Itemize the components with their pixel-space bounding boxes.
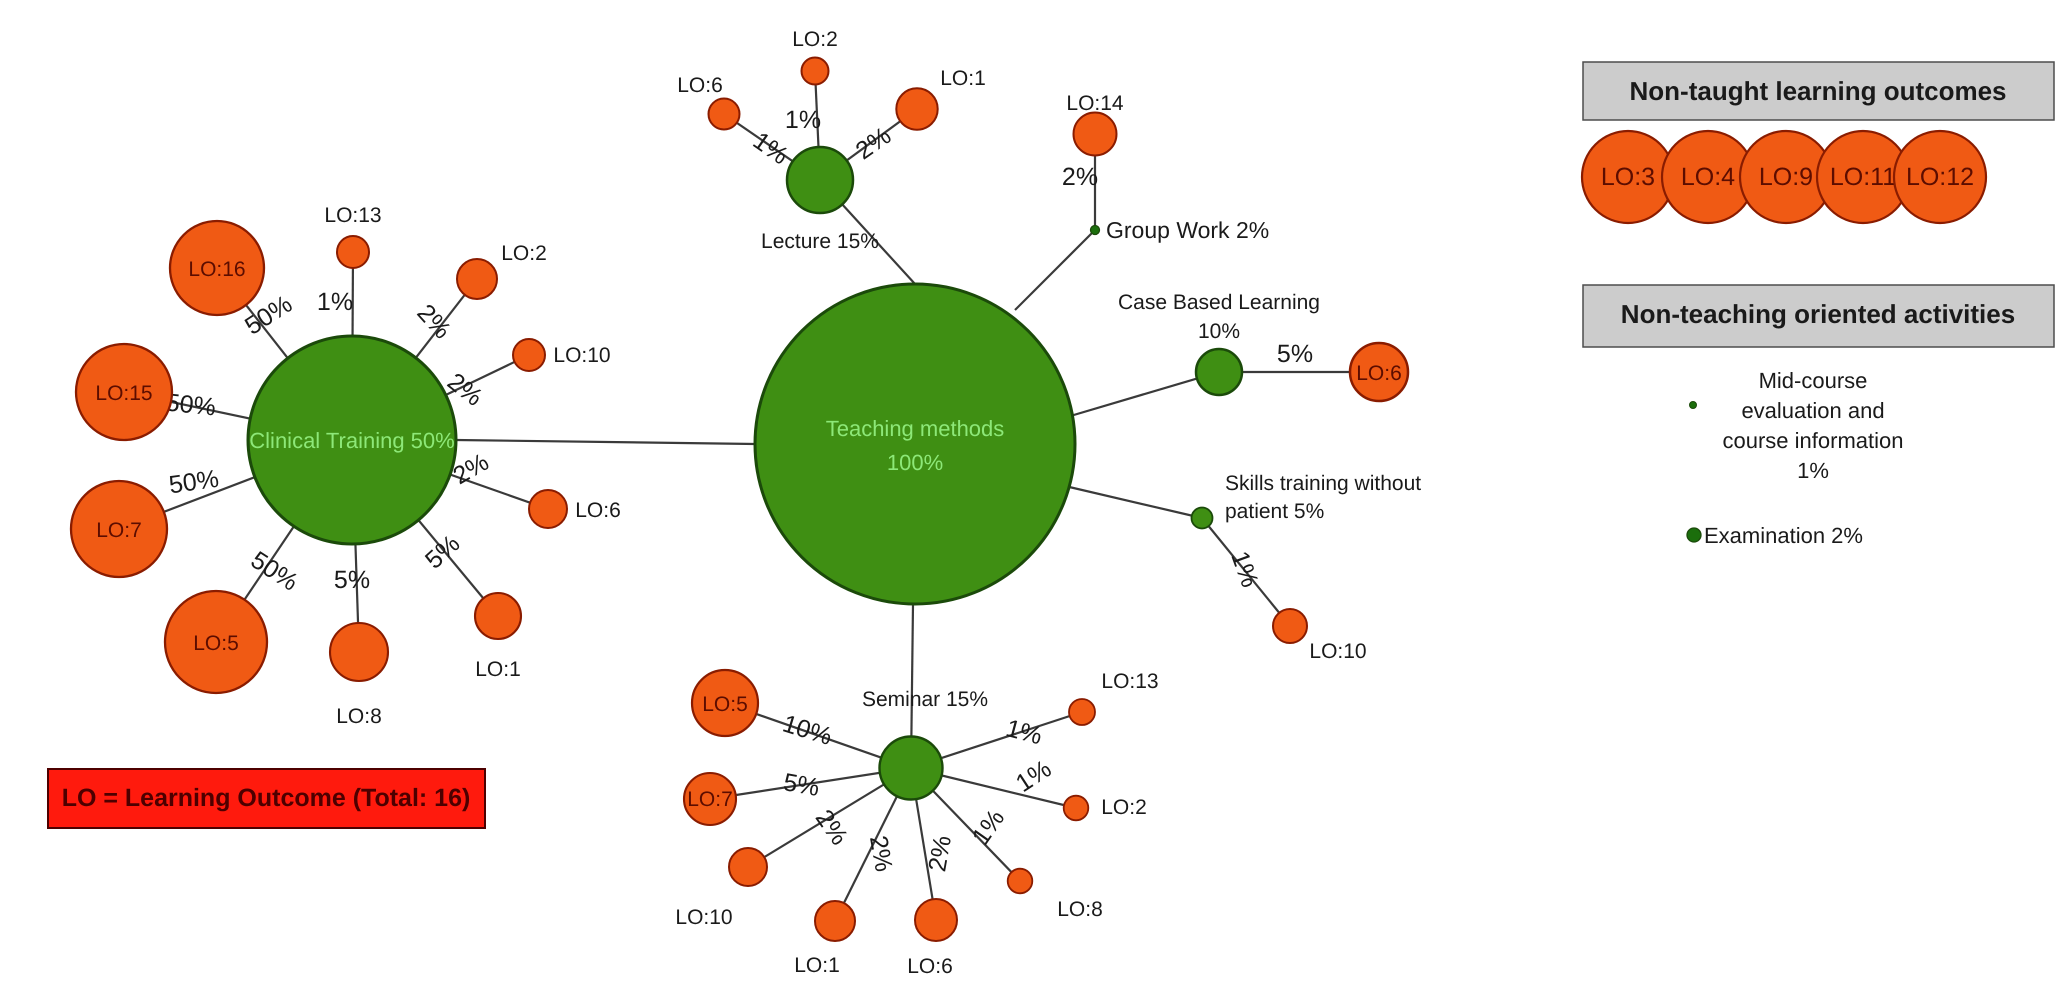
- svg-text:5%: 5%: [1277, 340, 1313, 368]
- svg-text:LO:2: LO:2: [1101, 796, 1147, 819]
- svg-text:LO:10: LO:10: [675, 906, 732, 929]
- svg-text:Non-taught learning outcomes: Non-taught learning outcomes: [1630, 76, 2007, 106]
- svg-text:2%: 2%: [864, 833, 898, 873]
- svg-text:LO:7: LO:7: [96, 519, 142, 542]
- svg-text:LO:1: LO:1: [475, 658, 521, 681]
- svg-text:LO = Learning Outcome (Total:: LO = Learning Outcome (Total: 16): [62, 784, 471, 812]
- svg-text:LO:2: LO:2: [792, 28, 838, 51]
- svg-text:Mid-course: Mid-course: [1759, 368, 1868, 393]
- svg-text:Teaching methods: Teaching methods: [826, 416, 1005, 441]
- svg-text:LO:15: LO:15: [95, 382, 152, 405]
- svg-text:2%: 2%: [1062, 163, 1098, 191]
- svg-text:Lecture 15%: Lecture 15%: [761, 230, 879, 253]
- svg-text:2%: 2%: [411, 299, 456, 345]
- svg-text:LO:3: LO:3: [1601, 163, 1655, 191]
- svg-text:10%: 10%: [1198, 320, 1240, 343]
- svg-text:LO:8: LO:8: [336, 705, 382, 728]
- svg-text:Clinical Training 50%: Clinical Training 50%: [249, 428, 454, 453]
- svg-text:LO:13: LO:13: [324, 204, 381, 227]
- svg-text:1%: 1%: [785, 106, 821, 134]
- svg-text:Skills training without: Skills training without: [1225, 472, 1421, 495]
- svg-text:1%: 1%: [1011, 755, 1057, 798]
- svg-text:Case Based Learning: Case Based Learning: [1118, 291, 1320, 314]
- svg-text:50%: 50%: [246, 546, 303, 597]
- svg-text:1%: 1%: [1225, 547, 1264, 591]
- svg-text:course information: course information: [1723, 428, 1904, 453]
- svg-text:100%: 100%: [887, 450, 943, 475]
- svg-text:LO:8: LO:8: [1057, 898, 1103, 921]
- svg-text:LO:9: LO:9: [1759, 163, 1813, 191]
- svg-text:1%: 1%: [317, 288, 353, 316]
- svg-text:LO:13: LO:13: [1101, 670, 1158, 693]
- svg-text:LO:2: LO:2: [501, 242, 547, 265]
- svg-text:LO:6: LO:6: [907, 955, 953, 978]
- svg-text:evaluation and: evaluation and: [1741, 398, 1884, 423]
- svg-text:LO:16: LO:16: [188, 258, 245, 281]
- svg-text:5%: 5%: [334, 566, 370, 594]
- svg-text:2%: 2%: [810, 805, 854, 851]
- svg-text:patient 5%: patient 5%: [1225, 500, 1324, 523]
- svg-text:LO:6: LO:6: [1356, 362, 1402, 385]
- svg-text:LO:5: LO:5: [193, 632, 239, 655]
- svg-text:Non-teaching oriented activiti: Non-teaching oriented activities: [1621, 299, 2015, 329]
- svg-text:LO:12: LO:12: [1906, 163, 1974, 191]
- svg-text:Group Work 2%: Group Work 2%: [1106, 217, 1269, 243]
- svg-text:LO:6: LO:6: [677, 74, 723, 97]
- svg-text:LO:4: LO:4: [1681, 163, 1735, 191]
- svg-text:LO:11: LO:11: [1830, 163, 1896, 191]
- svg-text:LO:1: LO:1: [794, 954, 840, 977]
- svg-text:1%: 1%: [1003, 714, 1045, 750]
- svg-text:1%: 1%: [967, 805, 1011, 851]
- svg-text:LO:10: LO:10: [553, 344, 610, 367]
- svg-text:1%: 1%: [1797, 458, 1829, 483]
- svg-text:Examination 2%: Examination 2%: [1704, 523, 1863, 548]
- svg-text:LO:1: LO:1: [940, 67, 986, 90]
- svg-text:LO:6: LO:6: [575, 499, 621, 522]
- svg-text:10%: 10%: [779, 710, 835, 751]
- svg-text:2%: 2%: [923, 833, 957, 873]
- svg-text:LO:7: LO:7: [687, 788, 733, 811]
- svg-text:5%: 5%: [781, 768, 821, 802]
- svg-text:LO:14: LO:14: [1066, 92, 1124, 115]
- svg-text:Seminar 15%: Seminar 15%: [862, 688, 988, 711]
- svg-text:LO:10: LO:10: [1309, 640, 1366, 663]
- svg-text:LO:5: LO:5: [702, 693, 748, 716]
